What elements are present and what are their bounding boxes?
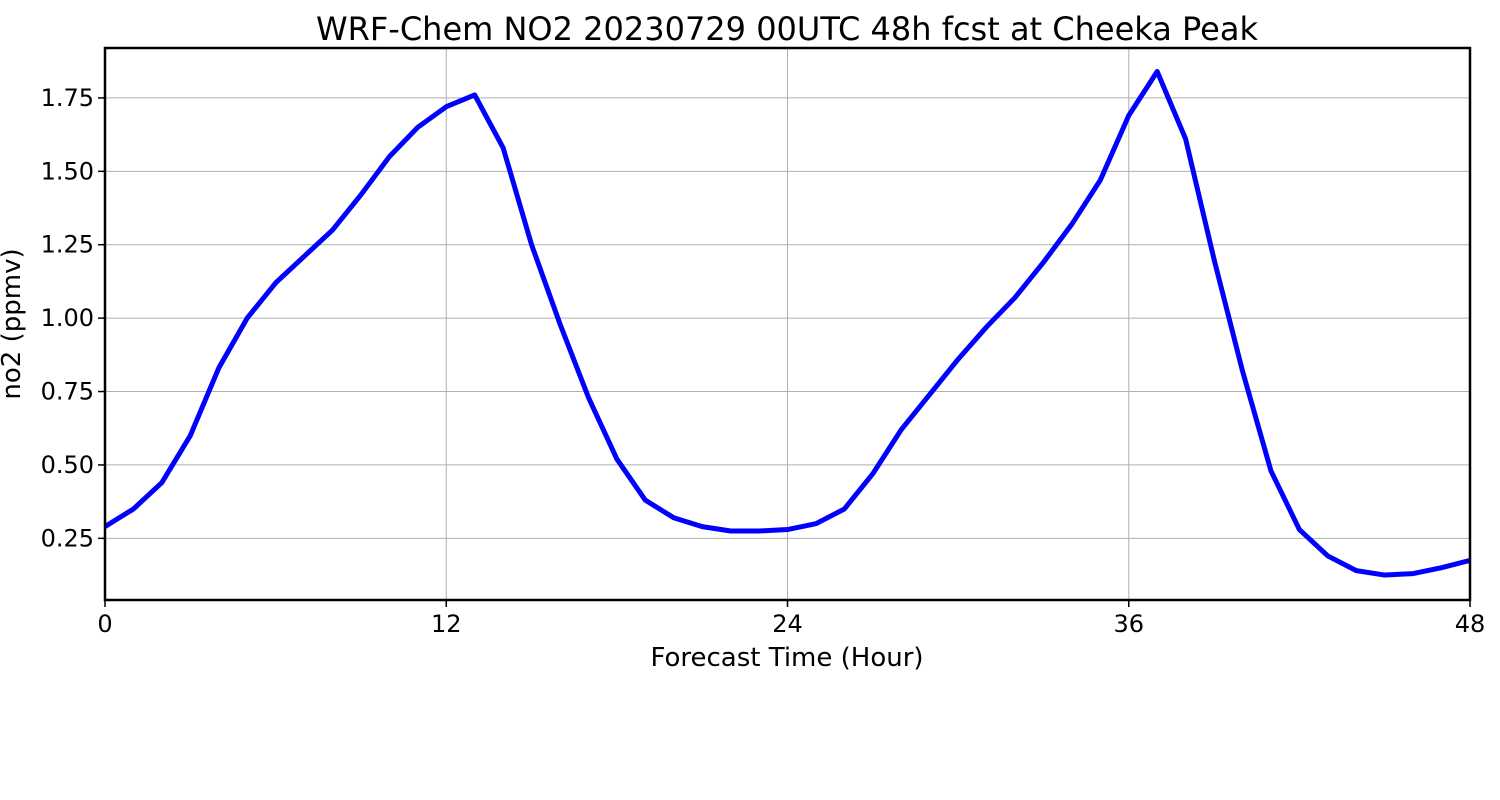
y-tick-label: 1.75 [41,84,94,112]
x-tick-label: 24 [772,610,803,638]
y-tick-label: 1.25 [41,231,94,259]
x-tick-label: 36 [1113,610,1144,638]
chart-title: WRF-Chem NO2 20230729 00UTC 48h fcst at … [316,10,1258,48]
x-tick-label: 48 [1455,610,1486,638]
y-tick-label: 0.75 [41,378,94,406]
y-tick-label: 1.00 [41,304,94,332]
series-line [103,68,1471,578]
axis-ticks: 0 12 24 36 48 0.25 0.50 0.75 1.00 1.25 1.50 1.75 [41,84,1486,638]
x-tick-label: 0 [97,610,112,638]
grid-lines [104,48,1471,600]
y-axis-title: no2 (ppmv) [0,248,27,399]
x-tick-label: 12 [431,610,462,638]
y-tick-label: 1.50 [41,157,94,185]
y-tick-label: 0.25 [41,524,94,552]
x-axis-title: Forecast Time (Hour) [650,643,923,673]
y-tick-label: 0.50 [41,451,94,479]
series-layer [103,68,1471,578]
